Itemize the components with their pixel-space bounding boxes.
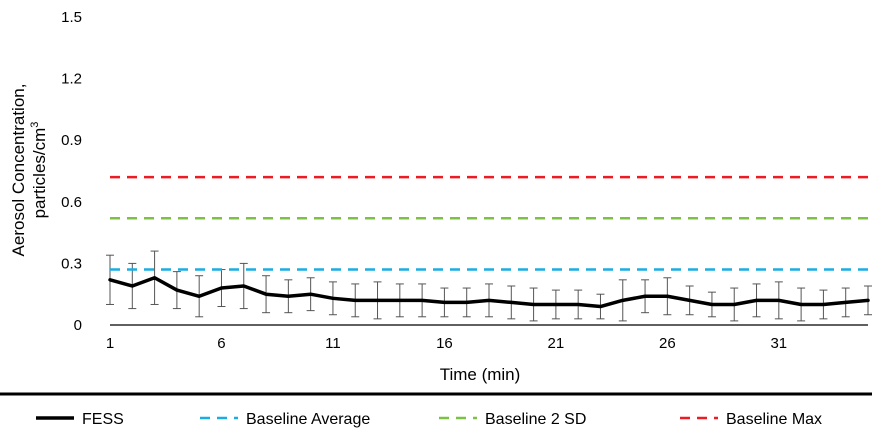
y-axis-title-sup: 3 [29,122,41,128]
x-tick-label: 6 [217,335,225,352]
y-tick-label: 1.2 [61,71,82,88]
y-axis-title-line2: particles/cm [30,128,49,219]
plot-area: 00.30.60.91.21.51 6 11 16 21 26 31 [61,9,872,352]
x-tick-label: 31 [770,335,787,352]
legend-label: Baseline Max [726,411,822,428]
y-tick-label: 0.9 [61,132,82,149]
x-tick-label: 16 [436,335,453,352]
x-tick-label: 26 [659,335,676,352]
y-tick-label: 0.3 [61,255,82,272]
y-axis-title-line1: Aerosol Concentration, [9,84,28,257]
y-tick-label: 1.5 [61,9,82,26]
legend-label: FESS [82,411,124,428]
legend-label: Baseline Average [246,411,370,428]
x-tick-label: 21 [548,335,565,352]
y-axis-title: Aerosol Concentration, [9,84,28,257]
x-tick-label: 1 [106,335,114,352]
legend: FESS Baseline Average Baseline 2 SD Baselin… [36,411,822,428]
y-tick-label: 0.6 [61,194,82,211]
x-tick-label: 11 [325,335,341,352]
y-axis-title-2: particles/cm3 [29,122,49,219]
x-axis-title: Time (min) [440,365,521,384]
legend-label: Baseline 2 SD [485,411,586,428]
y-tick-label: 0 [74,317,82,334]
